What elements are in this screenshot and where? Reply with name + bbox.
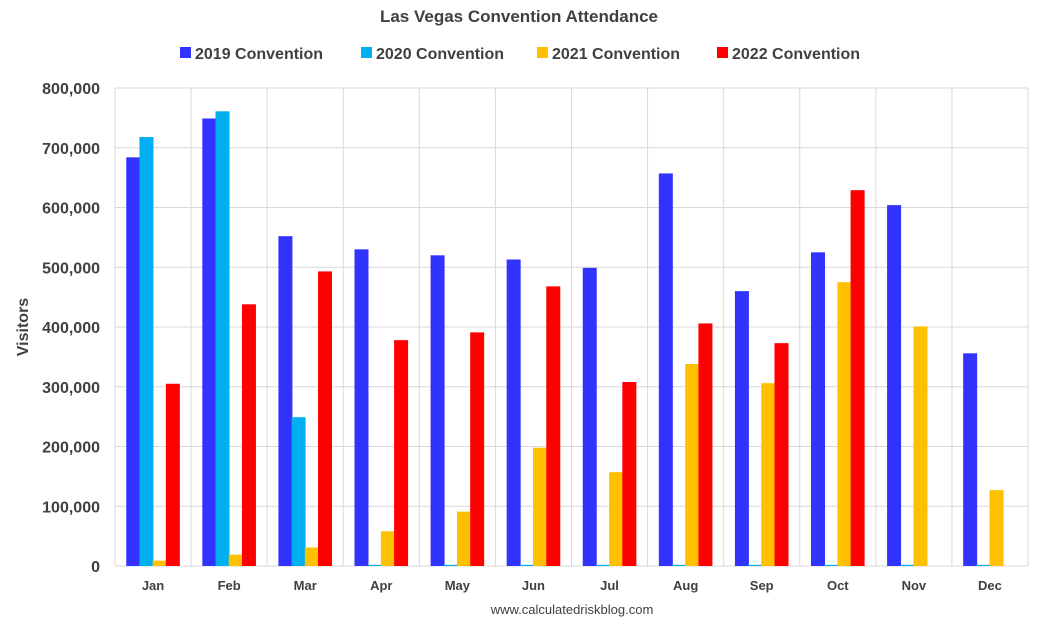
- y-axis-ticks: 0 100,000 200,000 300,000 400,000 500,000 600,…: [42, 81, 100, 576]
- bar-2022-convention-oct: [850, 190, 865, 567]
- bar-2022-convention-jan: [165, 383, 180, 566]
- bar-2021-convention-jan: [152, 560, 167, 566]
- bar-2019-convention-jun: [506, 259, 521, 566]
- y-tick-label: 400,000: [42, 320, 100, 337]
- x-tick-label: Sep: [750, 578, 774, 593]
- bar-2019-convention-dec: [963, 353, 978, 566]
- bar-2022-convention-feb: [241, 304, 256, 566]
- bar-2019-convention-aug: [658, 173, 673, 566]
- bar-2020-convention-may: [443, 564, 458, 566]
- bar-2021-convention-jun: [533, 447, 548, 566]
- bar-2022-convention-jul: [622, 381, 637, 566]
- gridlines: [114, 87, 1029, 567]
- chart-title: Las Vegas Convention Attendance: [380, 7, 658, 26]
- x-tick-label: Dec: [978, 578, 1002, 593]
- bar-2020-convention-aug: [672, 564, 687, 566]
- bar-2019-convention-jan: [126, 157, 141, 566]
- bar-2019-convention-nov: [887, 205, 902, 567]
- bar-2020-convention-oct: [824, 564, 839, 566]
- bar-2020-convention-feb: [215, 111, 230, 567]
- bar-2020-convention-mar: [291, 417, 306, 566]
- legend-label: 2021 Convention: [552, 46, 680, 63]
- bar-2022-convention-mar: [318, 271, 333, 566]
- y-tick-label: 100,000: [42, 499, 100, 516]
- source-label: www.calculatedriskblog.com: [490, 602, 654, 617]
- bar-2020-convention-nov: [900, 564, 915, 566]
- y-tick-label: 0: [91, 559, 100, 576]
- bar-2021-convention-may: [456, 511, 471, 566]
- x-tick-label: May: [445, 578, 471, 593]
- x-tick-label: Oct: [827, 578, 849, 593]
- x-tick-label: Jun: [522, 578, 545, 593]
- bar-2021-convention-dec: [989, 490, 1004, 566]
- bar-2020-convention-jan: [139, 136, 154, 566]
- legend-swatch: [180, 47, 191, 58]
- x-axis-ticks: Jan Feb Mar Apr May Jun Jul Aug Sep Oct Nov Dec: [142, 578, 1002, 593]
- bar-2022-convention-sep: [774, 343, 789, 566]
- bar-2021-convention-jul: [609, 472, 624, 566]
- legend-label: 2019 Convention: [195, 46, 323, 63]
- x-tick-label: Feb: [218, 578, 241, 593]
- legend-swatch: [717, 47, 728, 58]
- bar-2021-convention-apr: [380, 531, 395, 566]
- y-tick-label: 800,000: [42, 81, 100, 98]
- bar-2020-convention-sep: [748, 564, 763, 566]
- x-tick-label: Jan: [142, 578, 164, 593]
- y-tick-label: 200,000: [42, 440, 100, 457]
- bar-2022-convention-may: [470, 332, 485, 566]
- bar-2020-convention-apr: [367, 564, 382, 566]
- bar-2021-convention-aug: [685, 364, 700, 566]
- bar-2020-convention-jul: [595, 564, 610, 566]
- bar-2020-convention-dec: [976, 564, 991, 566]
- bar-2020-convention-jun: [519, 564, 534, 566]
- bar-2021-convention-mar: [304, 547, 319, 566]
- bar-2022-convention-aug: [698, 323, 713, 566]
- bar-2019-convention-feb: [202, 118, 217, 566]
- legend: 2019 Convention 2020 Convention 2021 Conve…: [180, 46, 860, 63]
- y-axis-label: Visitors: [15, 298, 32, 357]
- y-tick-label: 700,000: [42, 141, 100, 158]
- x-tick-label: Aug: [673, 578, 698, 593]
- x-tick-label: Jul: [600, 578, 619, 593]
- legend-label: 2022 Convention: [732, 46, 860, 63]
- legend-swatch: [361, 47, 372, 58]
- x-tick-label: Apr: [370, 578, 392, 593]
- bar-2019-convention-oct: [810, 252, 825, 566]
- bar-2019-convention-may: [430, 255, 445, 567]
- bar-2019-convention-sep: [734, 291, 749, 566]
- bar-2022-convention-jun: [546, 286, 561, 566]
- bar-2021-convention-nov: [913, 326, 928, 566]
- y-tick-label: 500,000: [42, 260, 100, 277]
- y-tick-label: 300,000: [42, 380, 100, 397]
- bar-2019-convention-jul: [582, 267, 597, 566]
- bar-2019-convention-mar: [278, 236, 293, 566]
- x-tick-label: Mar: [294, 578, 317, 593]
- bar-2022-convention-apr: [394, 340, 409, 566]
- bar-2021-convention-feb: [228, 554, 243, 566]
- legend-swatch: [537, 47, 548, 58]
- bars: [126, 111, 1004, 567]
- bar-2021-convention-oct: [837, 282, 852, 566]
- bar-2019-convention-apr: [354, 249, 369, 566]
- x-tick-label: Nov: [902, 578, 927, 593]
- bar-2021-convention-sep: [761, 383, 776, 566]
- y-tick-label: 600,000: [42, 201, 100, 218]
- legend-label: 2020 Convention: [376, 46, 504, 63]
